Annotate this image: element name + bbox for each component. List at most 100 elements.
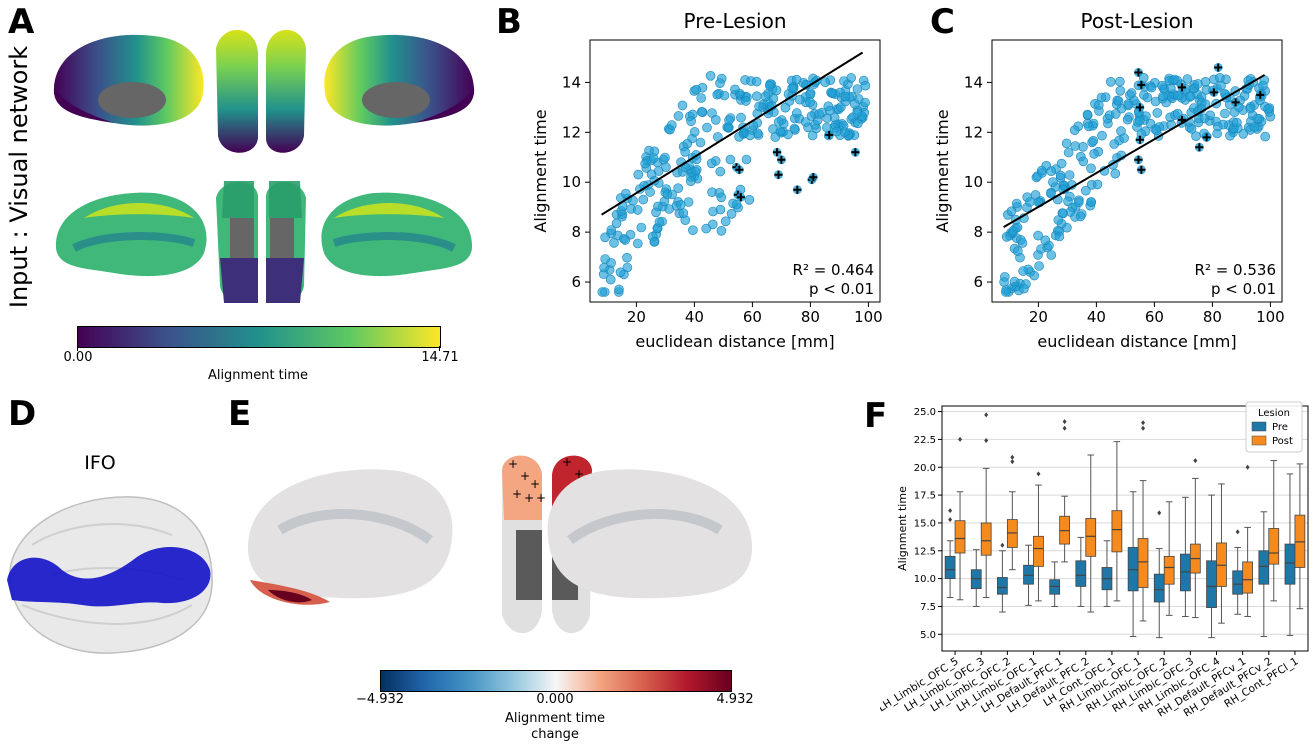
data-point: [621, 188, 631, 199]
box: [1163, 555, 1175, 585]
box: [954, 520, 966, 554]
lesion-marker: [1202, 133, 1211, 142]
colorbar-a-tick-max: [439, 346, 440, 351]
data-point: [1013, 246, 1023, 256]
scatter-chart-post-lesion: Post-Lesion 20 40 60 80 100 6 8 10 12 14 euclidean …: [933, 9, 1285, 351]
y-tick-label: 25.0: [914, 407, 936, 418]
y-tick-label: 12: [964, 123, 983, 141]
lesion-marker: [735, 165, 744, 174]
data-point: [1263, 104, 1273, 114]
lesion-marker: [777, 155, 786, 164]
data-point: [706, 158, 717, 169]
legend-swatch: [1251, 421, 1267, 432]
legend-title: Lesion: [1258, 408, 1290, 419]
data-point: [839, 76, 849, 86]
panel-e-brain-maps: ++++++ +++++: [247, 455, 753, 634]
lesion-marker: [1214, 63, 1223, 72]
y-tick-label: 12: [562, 123, 581, 141]
box: [1258, 550, 1270, 585]
x-axis-label: euclidean distance [mm]: [635, 332, 834, 351]
data-point: [730, 84, 740, 95]
data-point: [999, 277, 1009, 287]
outlier: [958, 436, 963, 442]
y-tick-label: 5.0: [920, 630, 936, 641]
y-tick-label: 10: [964, 173, 983, 191]
data-point: [1146, 82, 1157, 93]
data-point: [791, 108, 802, 118]
svg-text:+: +: [574, 467, 584, 481]
data-point: [1064, 170, 1075, 180]
data-point: [673, 111, 684, 121]
outlier: [1157, 510, 1162, 516]
data-point: [605, 274, 616, 285]
data-point: [1126, 88, 1137, 98]
data-point: [773, 117, 784, 127]
data-point: [1111, 109, 1121, 119]
data-point: [614, 284, 624, 295]
data-point: [1212, 128, 1222, 139]
colorbar-e-max: 4.932: [716, 692, 754, 707]
colorbar-e-title-2: change: [531, 727, 579, 742]
x-tick-label: 40: [1087, 308, 1106, 326]
box-post: [1294, 463, 1306, 610]
regression-line: [601, 51, 864, 216]
data-point: [1172, 90, 1183, 101]
svg-text:+: +: [520, 469, 530, 483]
outlier: [948, 517, 953, 523]
svg-text:+: +: [524, 491, 534, 505]
data-point: [678, 208, 689, 218]
data-point: [1092, 179, 1103, 190]
data-point: [695, 137, 706, 148]
data-point: [1088, 136, 1099, 146]
data-point: [632, 205, 643, 215]
data-point: [1252, 113, 1263, 124]
scatter-points: [597, 71, 871, 297]
y-axis-label: Alignment time: [531, 109, 550, 232]
data-point: [711, 115, 721, 125]
data-point: [715, 78, 725, 88]
lesion-marker: [809, 173, 818, 182]
lesion-marker: [1177, 83, 1186, 92]
data-point: [824, 105, 835, 116]
regression-line: [1003, 74, 1266, 229]
box-post: [1163, 501, 1175, 616]
lesion-marker: [1134, 68, 1143, 77]
box-pre: [1206, 494, 1217, 639]
data-point: [860, 80, 871, 91]
side-title-text: Input : Visual network: [5, 45, 33, 309]
data-point: [697, 107, 707, 117]
data-point: [852, 118, 863, 129]
data-point: [1054, 231, 1065, 242]
box-pre: [1023, 544, 1034, 606]
lesion-marker: [1256, 90, 1265, 99]
data-point: [688, 225, 698, 235]
data-point: [673, 183, 683, 193]
data-point: [716, 192, 727, 203]
data-point: [1070, 141, 1081, 151]
data-point: [1029, 270, 1039, 281]
colorbar-a: [77, 326, 441, 348]
x-tick-label: 60: [743, 308, 762, 326]
brain-lateral-left-top: [53, 34, 204, 126]
data-point: [820, 77, 831, 87]
data-point: [1122, 114, 1133, 125]
colorbar-a-title: Alignment time: [207, 368, 309, 383]
data-point: [1055, 170, 1066, 181]
lesion-marker: [774, 170, 783, 179]
data-point: [791, 74, 802, 85]
data-point: [1151, 125, 1162, 136]
lesion-marker: [1137, 165, 1146, 174]
data-point: [1074, 197, 1084, 207]
box-pre: [1101, 540, 1113, 607]
data-point: [1084, 121, 1094, 132]
data-point: [744, 195, 755, 205]
data-point: [720, 216, 731, 227]
lesion-marker: [1135, 103, 1144, 112]
lesion-marker: [793, 185, 802, 194]
box: [1242, 561, 1253, 594]
outlier: [1010, 459, 1015, 465]
data-point: [689, 127, 700, 137]
data-point: [719, 90, 730, 101]
box: [980, 522, 992, 556]
data-point: [1046, 250, 1057, 260]
